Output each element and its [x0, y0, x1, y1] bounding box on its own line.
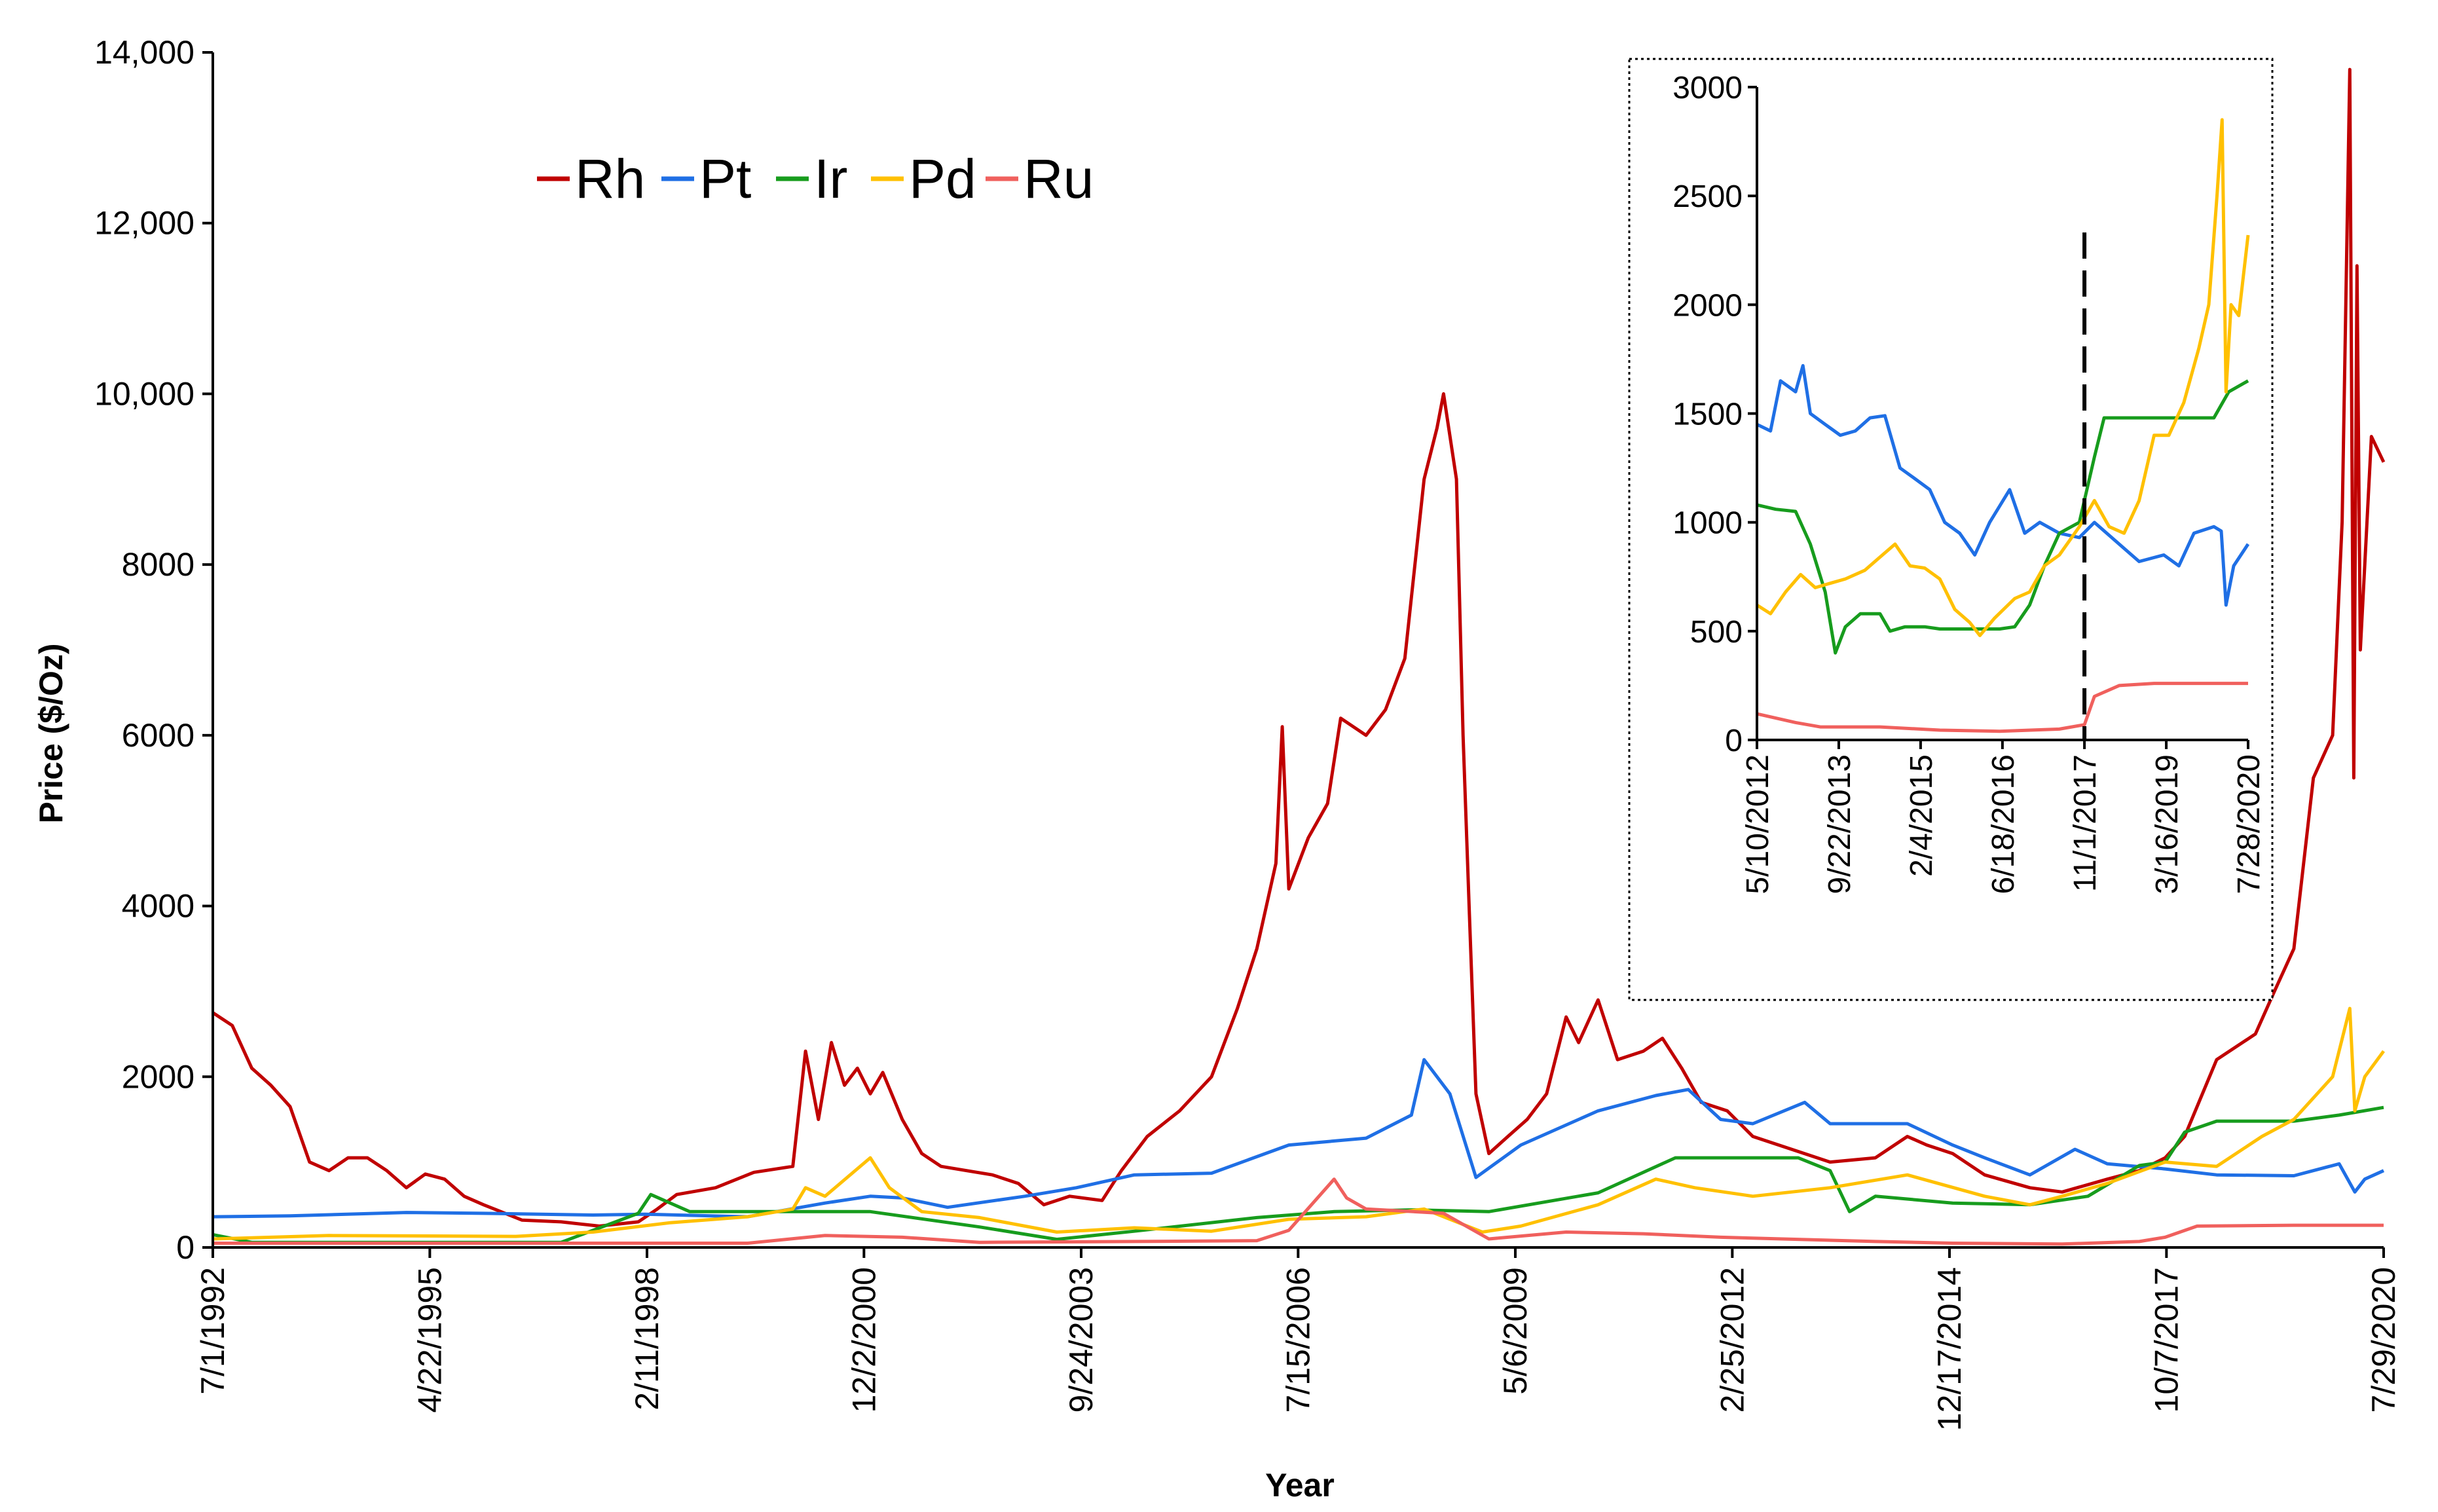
- inset-y-tick-label: 3000: [1672, 71, 1743, 105]
- inset-y-tick-label: 0: [1725, 724, 1743, 758]
- inset-y-tick-label: 1000: [1672, 506, 1743, 541]
- x-tick-label: 12/17/2014: [1931, 1267, 1968, 1431]
- y-tick-label: 8000: [122, 546, 194, 583]
- x-tick-label: 5/6/2009: [1497, 1267, 1534, 1395]
- y-tick-label: 14,000: [94, 34, 194, 71]
- legend-label-pd: Pd: [909, 148, 976, 210]
- x-tick-label: 10/7/2017: [2148, 1267, 2185, 1412]
- inset-series-line-pd: [1756, 118, 2250, 637]
- series-line-pd: [212, 1006, 2386, 1241]
- series-line-ru: [213, 1177, 2384, 1246]
- y-tick-label: 6000: [122, 717, 194, 754]
- inset-x-tick-label: 7/28/2020: [2232, 754, 2266, 894]
- inset-x-tick-label: 5/10/2012: [1741, 754, 1775, 894]
- x-tick-label: 7/1/1992: [194, 1267, 231, 1395]
- inset-x-tick-label: 9/22/2013: [1822, 754, 1857, 894]
- series-line-pt: [212, 1058, 2385, 1219]
- inset-x-tick-label: 2/4/2015: [1904, 754, 1939, 877]
- legend-label-ru: Ru: [1024, 148, 1094, 210]
- y-tick-label: 0: [176, 1229, 194, 1266]
- series-line-rh: [212, 67, 2386, 1228]
- legend-label-pt: Pt: [699, 148, 751, 210]
- y-tick-label: 2000: [122, 1058, 194, 1095]
- legend: Rh Pt Ir Pd Ru: [537, 148, 1094, 210]
- inset-x-tick-label: 11/1/2017: [2068, 754, 2103, 892]
- inset-series-line-pt: [1756, 363, 2250, 607]
- legend-label-ir: Ir: [814, 148, 847, 210]
- x-tick-label: 2/11/1998: [629, 1267, 665, 1411]
- y-tick-label: 4000: [122, 888, 194, 925]
- inset-y-tick-label: 2000: [1672, 288, 1743, 323]
- x-tick-label: 12/2/2000: [845, 1267, 882, 1412]
- x-tick-label: 4/22/1995: [411, 1267, 448, 1412]
- main-series-group: [212, 67, 2386, 1246]
- inset-x-tick-label: 6/18/2016: [1986, 754, 2021, 894]
- x-tick-label: 2/25/2012: [1714, 1267, 1750, 1412]
- inset-series-line-ir: [1756, 379, 2249, 655]
- y-axis-title: Price ($/Oz): [33, 643, 69, 823]
- x-tick-label: 9/24/2003: [1063, 1267, 1099, 1412]
- main-y-ticks: 0 2000 4000 6000 8000 10,000 12,000 14,000: [94, 34, 213, 1266]
- inset-x-tick-label: 3/16/2019: [2150, 754, 2185, 894]
- inset-plot: 0 500 1000 1500 2000 2500 3000 5/10/2012 9/22/2…: [1628, 58, 2274, 1001]
- inset-y-tick-label: 2500: [1672, 179, 1743, 214]
- x-tick-label: 7/29/2020: [2365, 1267, 2402, 1412]
- x-axis-title: Year: [1265, 1467, 1335, 1503]
- inset-frame: [1628, 58, 2274, 1001]
- inset-series-line-ru: [1756, 682, 2248, 733]
- legend-label-rh: Rh: [575, 148, 645, 210]
- y-tick-label: 10,000: [94, 375, 194, 412]
- inset-x-ticks: 5/10/2012 9/22/2013 2/4/2015 6/18/2016 11/1/…: [1741, 740, 2266, 894]
- series-line-ir: [212, 1105, 2384, 1244]
- main-plot: 0 2000 4000 6000 8000 10,000 12,000 14,000 7/1/…: [33, 34, 2402, 1503]
- x-tick-label: 7/15/2006: [1280, 1267, 1316, 1412]
- inset-y-tick-label: 500: [1690, 615, 1743, 650]
- inset-series-group: [1756, 118, 2250, 733]
- inset-y-tick-label: 1500: [1672, 397, 1743, 432]
- y-tick-label: 12,000: [94, 205, 194, 242]
- inset-y-ticks: 0 500 1000 1500 2000 2500 3000: [1672, 71, 1757, 758]
- main-x-ticks: 7/1/1992 4/22/1995 2/11/1998 12/2/2000 9/24/…: [194, 1247, 2402, 1431]
